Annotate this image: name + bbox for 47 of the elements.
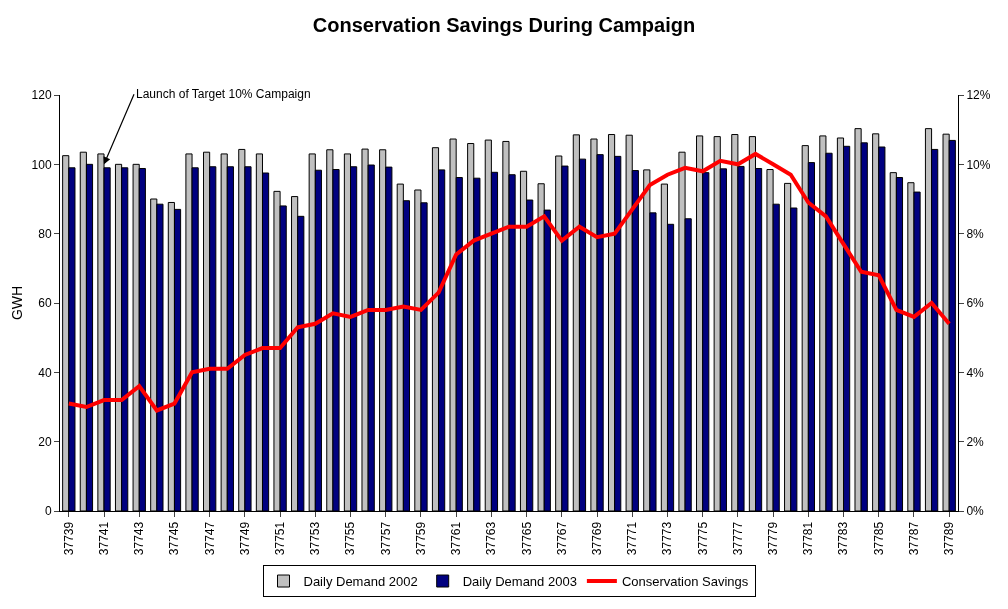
x-tick-label: 37787 [906, 521, 921, 556]
chart-title: Conservation Savings During Campaign [312, 14, 696, 37]
x-tick-label: 37789 [942, 521, 957, 556]
x-tick-label: 37767 [554, 521, 569, 556]
x-tick-label: 37763 [484, 521, 499, 556]
x-tick-label: 37751 [273, 521, 287, 556]
x-tick-label: 37773 [660, 521, 675, 556]
x-tick-label: 37739 [61, 521, 76, 556]
y-tick-label: 120 [31, 88, 52, 103]
annotation: Launch of Target 10% Campaign [136, 87, 311, 101]
x-tick-label: 37749 [237, 521, 252, 556]
x-tick-label: 37747 [202, 521, 217, 556]
y2-tick-label: 8% [966, 226, 985, 241]
x-tick-label: 37761 [449, 521, 464, 556]
y-tick-label: 100 [31, 157, 52, 172]
y2-tick-label: 2% [966, 434, 985, 449]
x-tick-label: 37745 [167, 521, 182, 556]
line-series [66, 151, 952, 413]
y-axis-title: GWH [9, 285, 25, 321]
x-tick-label: 37743 [132, 521, 147, 556]
y-tick-label: 80 [38, 226, 52, 241]
y-tick-label: 60 [38, 296, 52, 311]
x-tick-label: 37777 [730, 521, 745, 556]
legend-label: Conservation Savings [621, 574, 749, 590]
x-tick-label: 37755 [343, 521, 358, 556]
x-tick-label: 37765 [519, 521, 534, 556]
y2-tick-label: 12% [966, 88, 991, 103]
x-tick-label: 37753 [308, 521, 323, 556]
y-tick-label: 40 [38, 365, 52, 380]
x-tick-label: 37757 [378, 521, 393, 556]
x-tick-label: 37769 [589, 521, 604, 556]
legend-label: Daily Demand 2002 [303, 574, 418, 590]
y2-tick-label: 10% [966, 157, 991, 172]
x-tick-label: 37783 [836, 521, 851, 556]
x-tick-label: 37775 [695, 521, 710, 556]
x-tick-label: 37771 [625, 521, 640, 556]
x-tick-label: 37741 [96, 521, 111, 556]
y2-tick-label: 6% [966, 296, 985, 311]
y-tick-label: 20 [38, 434, 52, 449]
legend-label: Daily Demand 2003 [462, 574, 577, 590]
x-tick-label: 37785 [871, 521, 886, 556]
y-tick-label: 0 [44, 504, 52, 519]
y2-tick-label: 4% [966, 365, 985, 380]
y2-tick-label: 0% [966, 504, 985, 519]
x-tick-label: 37781 [801, 521, 816, 556]
x-tick-label: 37759 [413, 521, 428, 556]
x-tick-label: 37779 [766, 521, 781, 556]
